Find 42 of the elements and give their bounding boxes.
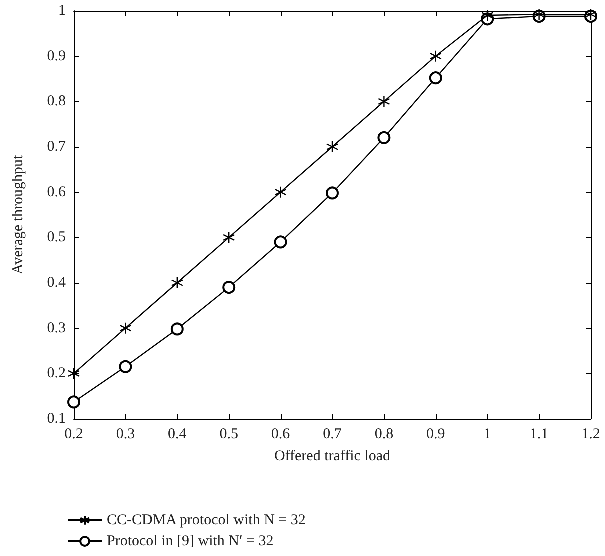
x-axis-title: Offered traffic load <box>274 448 392 464</box>
x-tick-label: 0.5 <box>220 426 238 442</box>
y-axis-title: Average throughput <box>10 154 26 275</box>
y-tick-label: 0.8 <box>47 94 66 110</box>
x-tick-label: 0.2 <box>64 426 84 442</box>
y-tick-label: 0.6 <box>47 184 66 200</box>
x-tick-label: 0.7 <box>323 426 342 442</box>
y-tick-label: 1 <box>58 3 66 19</box>
point <box>68 368 80 380</box>
x-tick-label: 0.8 <box>374 426 394 442</box>
point <box>120 322 132 334</box>
y-tick-label: 0.5 <box>47 230 66 246</box>
x-tick-label: 1 <box>484 426 492 442</box>
point <box>378 131 391 144</box>
y-tick-label: 0.9 <box>47 48 66 64</box>
x-tick-label: 0.3 <box>116 426 136 442</box>
point <box>482 9 494 22</box>
point <box>429 72 442 85</box>
legend-label: Protocol in [9] with N′ = 32 <box>107 534 274 550</box>
y-tick-label: 0.7 <box>47 139 66 155</box>
point <box>119 360 132 374</box>
point <box>274 186 287 198</box>
point <box>171 276 184 290</box>
x-tick-label: 0.6 <box>271 426 291 442</box>
y-tick-label: 0.2 <box>47 366 66 382</box>
x-tick-label: 0.4 <box>168 426 188 442</box>
point <box>68 396 80 409</box>
x-tick-label: 1.1 <box>530 426 549 442</box>
y-tick-label: 0.1 <box>47 411 66 427</box>
point <box>430 50 442 62</box>
point <box>326 186 339 200</box>
x-tick-label: 0.9 <box>426 426 446 442</box>
point <box>223 232 236 244</box>
y-tick-label: 0.4 <box>47 275 66 291</box>
legend-label: CC-CDMA protocol with N = 32 <box>107 512 306 528</box>
point <box>170 322 184 336</box>
x-tick-label: 1.2 <box>582 426 600 442</box>
y-tick-label: 0.3 <box>47 320 66 336</box>
point <box>378 96 390 108</box>
point <box>274 236 288 249</box>
point <box>326 140 339 154</box>
point <box>222 281 236 294</box>
